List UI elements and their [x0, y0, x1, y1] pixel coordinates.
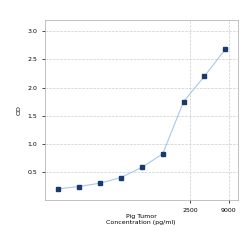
Y-axis label: OD: OD [17, 105, 22, 115]
X-axis label: Pig Tumor
Concentration (pg/ml): Pig Tumor Concentration (pg/ml) [106, 214, 176, 225]
